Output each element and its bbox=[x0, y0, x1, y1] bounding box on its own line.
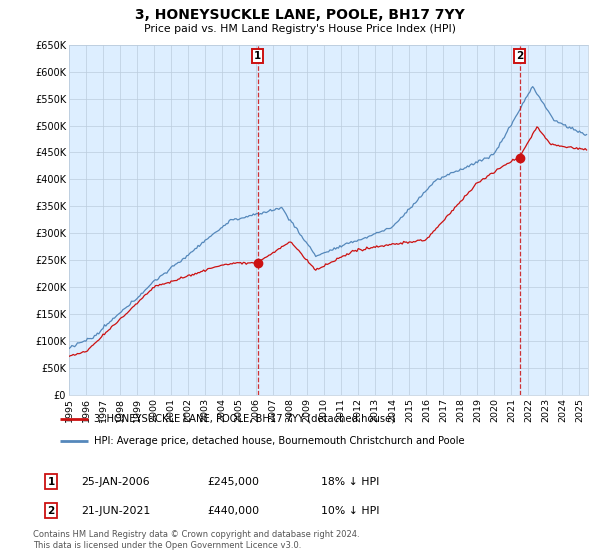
Text: 1: 1 bbox=[47, 477, 55, 487]
Text: Contains HM Land Registry data © Crown copyright and database right 2024.: Contains HM Land Registry data © Crown c… bbox=[33, 530, 359, 539]
Text: 2: 2 bbox=[517, 51, 524, 61]
Text: 18% ↓ HPI: 18% ↓ HPI bbox=[321, 477, 379, 487]
Text: 1: 1 bbox=[254, 51, 261, 61]
Text: 25-JAN-2006: 25-JAN-2006 bbox=[81, 477, 149, 487]
Text: Price paid vs. HM Land Registry's House Price Index (HPI): Price paid vs. HM Land Registry's House … bbox=[144, 24, 456, 34]
Text: £245,000: £245,000 bbox=[207, 477, 259, 487]
Text: HPI: Average price, detached house, Bournemouth Christchurch and Poole: HPI: Average price, detached house, Bour… bbox=[94, 436, 464, 446]
Text: 3, HONEYSUCKLE LANE, POOLE, BH17 7YY: 3, HONEYSUCKLE LANE, POOLE, BH17 7YY bbox=[135, 8, 465, 22]
Text: 3, HONEYSUCKLE LANE, POOLE, BH17 7YY (detached house): 3, HONEYSUCKLE LANE, POOLE, BH17 7YY (de… bbox=[94, 414, 395, 424]
Text: This data is licensed under the Open Government Licence v3.0.: This data is licensed under the Open Gov… bbox=[33, 541, 301, 550]
Text: 10% ↓ HPI: 10% ↓ HPI bbox=[321, 506, 380, 516]
Text: 21-JUN-2021: 21-JUN-2021 bbox=[81, 506, 150, 516]
Text: £440,000: £440,000 bbox=[207, 506, 259, 516]
Text: 2: 2 bbox=[47, 506, 55, 516]
